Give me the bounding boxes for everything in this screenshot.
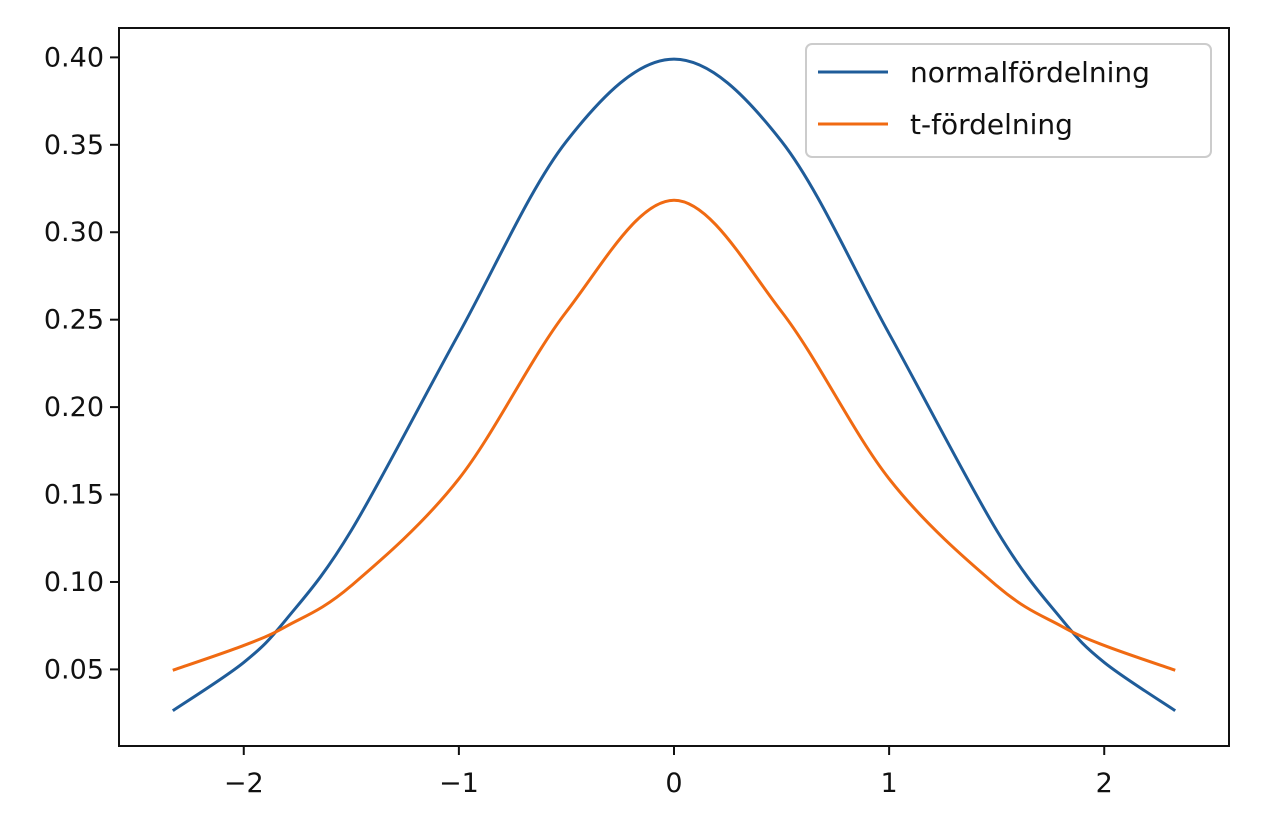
y-tick-label: 0.25: [44, 305, 104, 336]
y-tick-label: 0.40: [44, 42, 104, 73]
y-tick-label: 0.30: [44, 217, 104, 248]
y-axis: 0.05 0.10 0.15 0.20 0.25 0.30 0.35 0.40: [44, 42, 119, 685]
x-axis: −2 −1 0 1 2: [224, 746, 1113, 799]
x-tick-label: 0: [665, 768, 682, 799]
series-group: [171, 57, 1177, 712]
series-line-normalfordelning: [171, 57, 1177, 712]
legend-label-t-fordelning: t-fördelning: [910, 108, 1073, 141]
y-tick-label: 0.35: [44, 130, 104, 161]
y-tick-label: 0.10: [44, 567, 104, 598]
x-tick-label: 1: [881, 768, 898, 799]
legend-label-normalfordelning: normalfördelning: [910, 56, 1150, 89]
x-tick-label: −2: [224, 768, 264, 799]
legend: normalfördelning t-fördelning: [805, 43, 1212, 158]
legend-frame: [805, 43, 1212, 158]
y-tick-label: 0.05: [44, 654, 104, 685]
x-tick-label: −1: [439, 768, 479, 799]
y-tick-label: 0.20: [44, 392, 104, 423]
y-tick-label: 0.15: [44, 480, 104, 511]
x-tick-label: 2: [1096, 768, 1113, 799]
series-line-t-fordelning: [172, 198, 1176, 672]
